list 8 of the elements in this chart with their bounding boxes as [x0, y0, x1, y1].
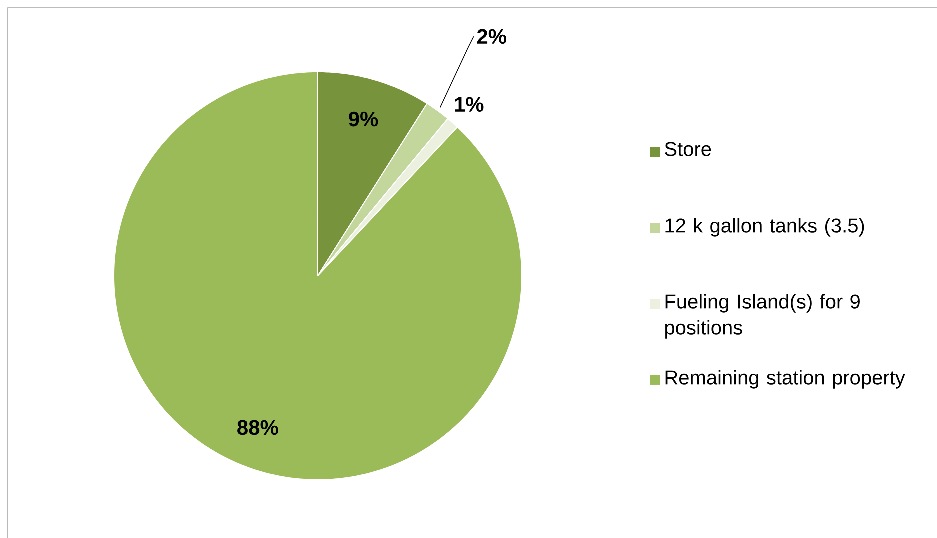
data-label: 2% — [477, 29, 506, 44]
legend-label: 12 k gallon tanks (3.5) — [666, 218, 864, 237]
data-label: 88% — [238, 420, 278, 436]
data-label: 1% — [455, 97, 484, 112]
data-label: 9% — [349, 112, 378, 127]
legend-label: Store — [665, 142, 712, 156]
legend-label: Remaining station property — [666, 370, 906, 389]
legend-label: Fueling Island(s) for 9 positions — [665, 294, 860, 339]
